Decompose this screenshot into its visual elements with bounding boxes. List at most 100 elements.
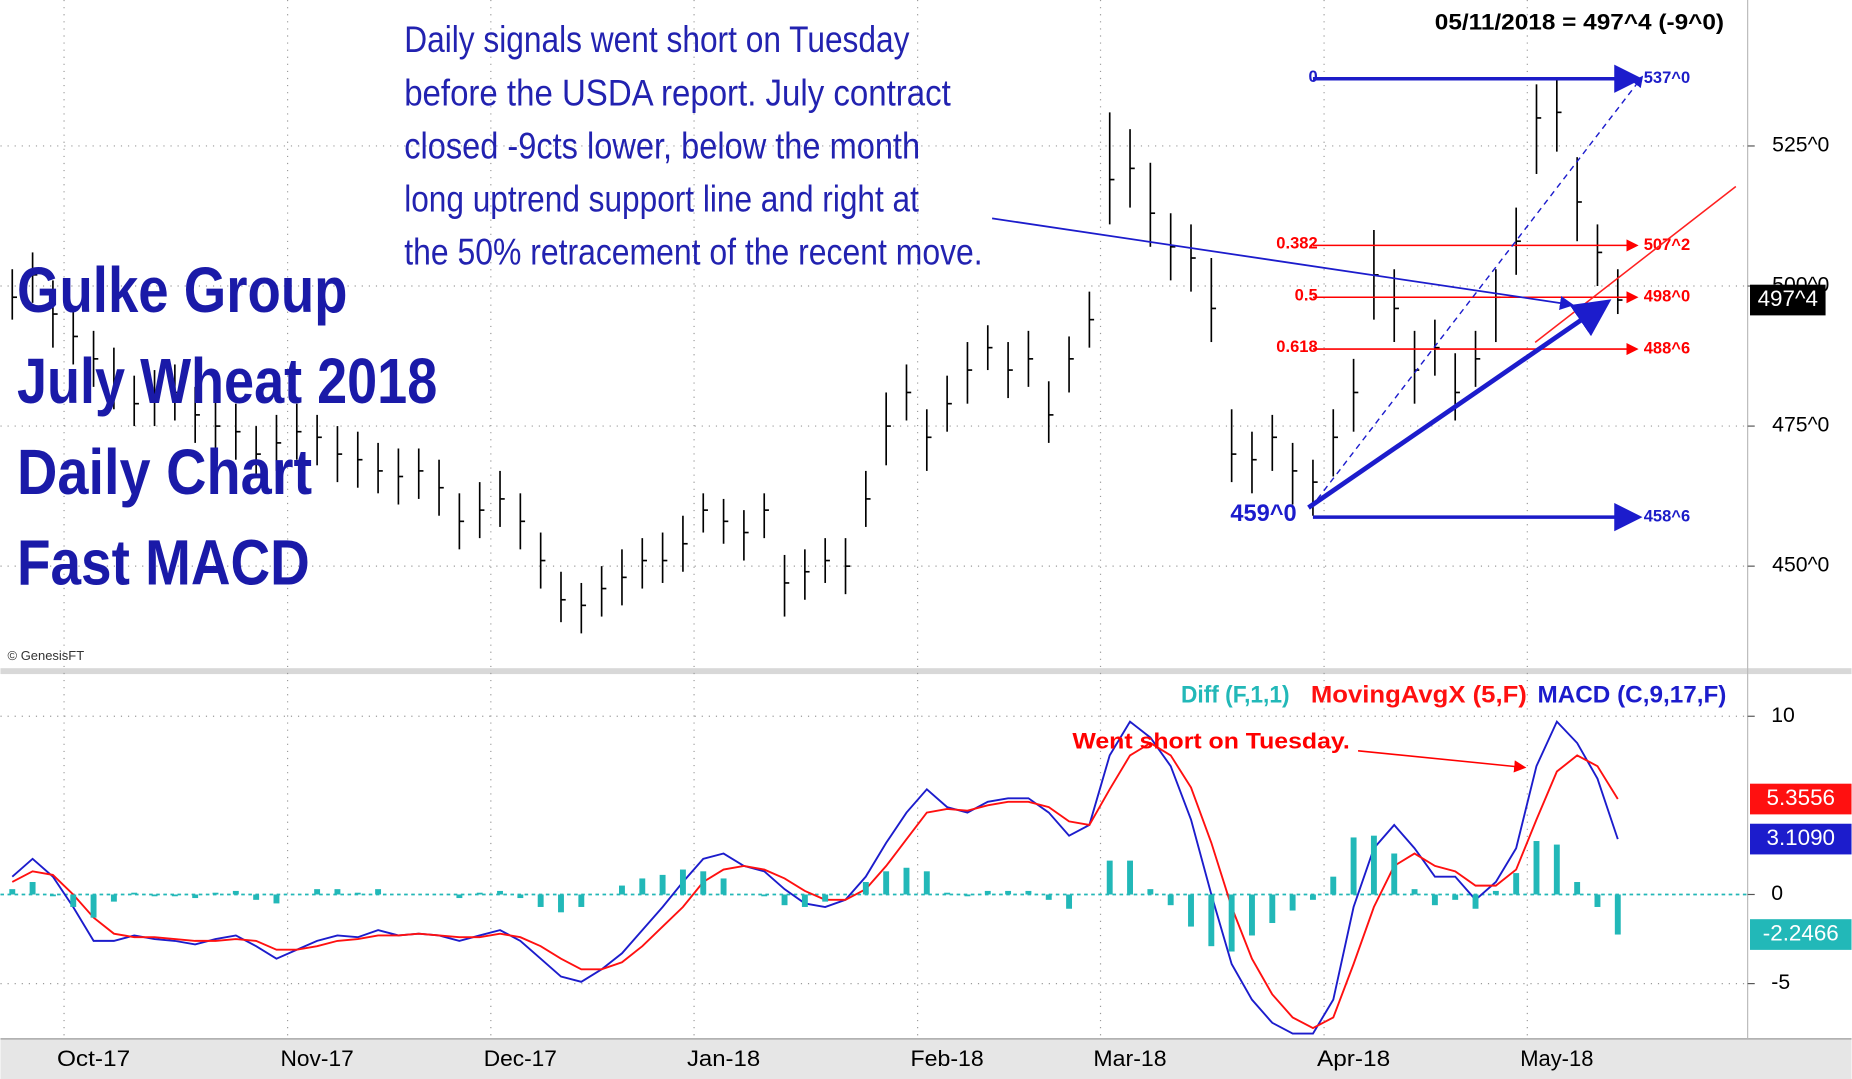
low-label: 459^0	[1230, 501, 1296, 527]
x-tick-label: May-18	[1520, 1046, 1593, 1071]
diff-bar	[883, 871, 890, 895]
down-trendline	[991, 217, 1575, 311]
retracement-diagonal	[1310, 75, 1644, 509]
diff-bar	[1208, 894, 1215, 947]
diff-bar	[232, 890, 239, 895]
indicator-line	[11, 741, 1619, 1030]
x-tick-label: Dec-17	[484, 1046, 557, 1071]
last-value-box	[1750, 783, 1852, 815]
annotation: Went short on Tuesday.	[1072, 728, 1349, 753]
diff-bar	[1431, 894, 1438, 906]
title-line: Fast MACD	[17, 527, 310, 599]
diff-bar	[110, 894, 117, 902]
diff-bar	[1370, 835, 1377, 895]
diff-bar	[1553, 844, 1560, 895]
title-line: Daily Chart	[17, 436, 312, 508]
indicator-line	[11, 719, 1619, 1035]
diff-bar	[497, 890, 503, 895]
diff-bar	[1045, 894, 1052, 900]
diff-bar	[1594, 894, 1601, 907]
annotation-arrow	[1357, 750, 1527, 773]
x-tick-label: Jan-18	[687, 1046, 760, 1071]
diff-bar	[90, 894, 97, 918]
y-tick-label: 475^0	[1772, 413, 1829, 437]
diff-bar	[456, 894, 463, 899]
diff-bar	[9, 889, 16, 895]
texts: 05/11/2018 = 497^4 (-9^0) © GenesisFT We…	[8, 10, 1724, 754]
title-line: Gulke Group	[17, 254, 348, 326]
diff-bar	[131, 892, 138, 895]
diff-bar	[700, 871, 707, 895]
diff-bar	[537, 894, 544, 907]
diff-bar	[639, 878, 646, 895]
diff-bar	[619, 885, 625, 895]
diff-bar	[1411, 889, 1418, 895]
diff-bar	[1249, 894, 1255, 936]
diff-bar	[1513, 873, 1520, 895]
diff-bar	[1574, 882, 1581, 895]
diff-bar	[212, 892, 219, 895]
diff-bar	[659, 874, 666, 895]
trendline-extension	[1534, 185, 1737, 343]
note-line: long uptrend support line and right at	[404, 179, 919, 220]
diff-bar	[29, 882, 36, 895]
diff-bar	[375, 889, 382, 895]
diff-bar	[1066, 894, 1073, 909]
fib-value-label: 507^2	[1644, 235, 1690, 254]
diff-bar	[1005, 890, 1012, 895]
y-tick-label: 0	[1771, 881, 1783, 905]
fib-value-label: 537^0	[1644, 68, 1690, 87]
diff-bar	[923, 871, 930, 895]
diff-bar	[171, 894, 178, 897]
legend-entry: Diff (F,1,1)	[1181, 683, 1290, 709]
diff-bar	[801, 894, 808, 907]
x-tick-label: Apr-18	[1317, 1046, 1390, 1071]
credit: © GenesisFT	[8, 648, 85, 663]
diff-bar	[49, 894, 56, 897]
diff-bar	[903, 867, 910, 895]
panel-separator	[0, 668, 1852, 675]
diff-bar	[1269, 894, 1276, 924]
diff-bar	[354, 892, 361, 895]
diff-bar	[253, 894, 260, 900]
diff-bar	[720, 878, 727, 895]
diff-bar	[761, 894, 768, 897]
last-value-box	[1750, 919, 1852, 950]
diff-bar	[1391, 853, 1398, 895]
diff-bar	[1106, 860, 1113, 895]
diff-bar	[1350, 837, 1357, 895]
uptrend-line	[1307, 299, 1612, 510]
fib-ratio-label: 0.5	[1295, 285, 1318, 304]
diff-bar	[1289, 894, 1296, 911]
note-line: before the USDA report. July contract	[404, 72, 951, 113]
diff-bar	[1025, 890, 1032, 895]
diff-bar	[822, 894, 829, 902]
last-value-box	[1750, 823, 1852, 855]
diff-bar	[1614, 894, 1621, 935]
diff-bar	[862, 882, 869, 895]
diff-bar	[964, 894, 971, 897]
note-line: Daily signals went short on Tuesday	[404, 19, 910, 60]
y-tick-label: 525^0	[1772, 133, 1829, 157]
x-tick-label: Feb-18	[911, 1046, 984, 1071]
last-value-label: -2.2466	[1763, 920, 1839, 945]
last-price-box	[1750, 284, 1826, 316]
fib-ratio-label: 0	[1308, 67, 1317, 86]
y-tick-label: -5	[1771, 970, 1790, 994]
date-axis-band	[0, 1038, 1852, 1079]
diff-bar	[679, 869, 686, 895]
x-tick-label: Mar-18	[1093, 1046, 1166, 1071]
y-tick-label: 10	[1771, 703, 1795, 727]
note-line: the 50% retracement of the recent move.	[404, 232, 982, 273]
diff-bar	[1188, 894, 1194, 927]
diff-bar	[517, 894, 524, 899]
diff-bar	[1167, 894, 1174, 906]
diff-bar	[273, 894, 280, 904]
note-line: closed -9cts lower, below the month	[404, 125, 920, 166]
diff-bar	[314, 889, 321, 895]
title-line: July Wheat 2018	[17, 345, 437, 417]
diff-bar	[1127, 860, 1133, 895]
fib-value-label: 488^6	[1644, 338, 1690, 357]
